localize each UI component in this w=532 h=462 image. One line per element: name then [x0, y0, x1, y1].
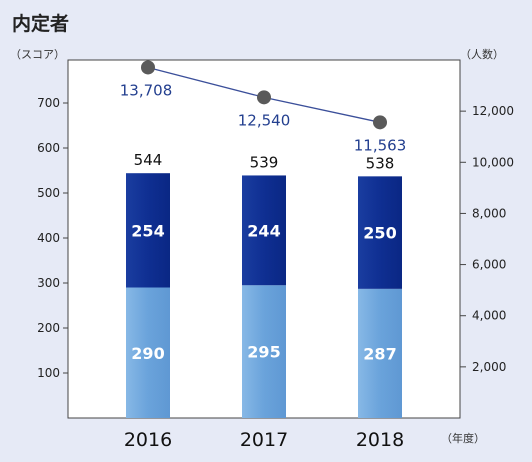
left-tick-label: 300: [37, 276, 60, 290]
left-tick-label: 200: [37, 321, 60, 335]
x-axis-unit: （年度）: [441, 431, 485, 445]
bar-value-upper: 244: [247, 221, 280, 240]
bar-value-lower: 290: [131, 344, 164, 363]
right-axis-unit: （人数）: [460, 48, 504, 61]
bar-value-lower: 295: [247, 343, 280, 362]
left-tick-label: 600: [37, 141, 60, 155]
x-tick-label: 2017: [240, 429, 288, 451]
bar-labels: 290 254 544 295 244 539 287 250 538: [131, 151, 396, 363]
bar-segment-lower: [242, 285, 286, 418]
left-tick-label: 500: [37, 186, 60, 200]
left-tick-label: 700: [37, 96, 60, 110]
bar-value-lower: 287: [363, 344, 396, 363]
bar-series: [126, 173, 402, 418]
left-tick-label: 400: [37, 231, 60, 245]
left-axis-unit: （スコア）: [10, 48, 65, 61]
bar-segment-lower: [126, 287, 170, 418]
line-point-label: 11,563: [354, 136, 407, 154]
right-tick-label: 4,000: [472, 309, 506, 323]
right-tick-label: 2,000: [472, 360, 506, 374]
left-tick-label: 100: [37, 366, 60, 380]
chart-title: 内定者: [12, 12, 69, 35]
bar-value-upper: 250: [363, 224, 396, 243]
bar-segment-upper: [126, 173, 170, 288]
bar-segment-upper: [358, 176, 402, 289]
right-tick-label: 6,000: [472, 258, 506, 272]
line-point: [257, 90, 271, 105]
x-tick-label: 2016: [124, 429, 172, 451]
line-series: 13,708 12,540 11,563: [120, 60, 407, 154]
bar-segment-lower: [358, 288, 402, 418]
line-point-label: 12,540: [238, 111, 291, 129]
bar-value-upper: 254: [131, 221, 164, 240]
bar-total-label: 544: [134, 151, 163, 169]
right-tick-label: 10,000: [472, 155, 514, 169]
x-tick-label: 2018: [356, 429, 404, 451]
line-point: [373, 115, 387, 130]
bar-total-label: 539: [250, 153, 279, 171]
right-axis: 2,000 4,000 6,000 8,000 10,000 12,000: [460, 104, 514, 374]
line-point-label: 13,708: [120, 81, 173, 99]
line-point: [141, 60, 155, 75]
left-axis: 100 200 300 400 500 600 700: [37, 96, 68, 380]
bar-total-label: 538: [366, 154, 395, 172]
bar-segment-upper: [242, 175, 286, 286]
right-tick-label: 12,000: [472, 104, 514, 118]
x-axis: 2016 2017 2018: [124, 429, 404, 451]
right-tick-label: 8,000: [472, 206, 506, 220]
